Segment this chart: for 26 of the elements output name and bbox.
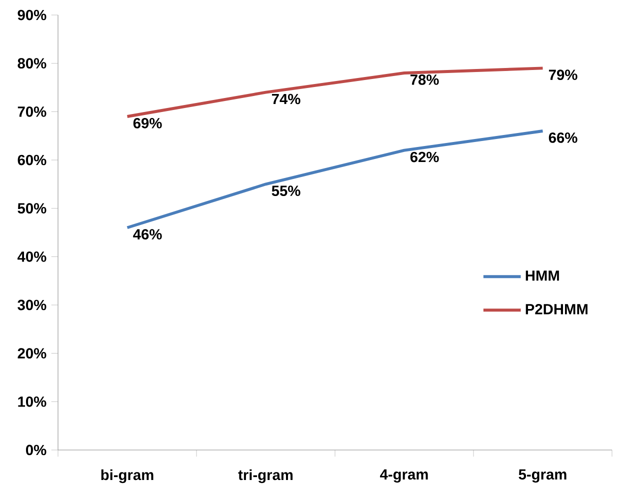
- y-tick-label: 20%: [18, 348, 46, 359]
- data-label: 46%: [133, 229, 162, 240]
- y-tick-label: 50%: [18, 203, 46, 214]
- y-tick-label: 30%: [18, 300, 46, 310]
- data-label: 74%: [272, 94, 300, 104]
- x-tick-label: bi-gram: [101, 469, 154, 484]
- y-tick-label: 40%: [18, 251, 46, 262]
- y-tick-label: 0%: [26, 444, 46, 456]
- line-series: [126, 66, 544, 118]
- y-tick-label: 70%: [18, 106, 46, 117]
- y-tick-label: 60%: [18, 154, 46, 166]
- x-tick-label: 5-gram: [518, 469, 566, 483]
- x-tick-label: tri-gram: [238, 469, 293, 484]
- data-label: 55%: [272, 186, 300, 196]
- y-tick-label: 10%: [18, 396, 46, 407]
- data-label: 66%: [548, 132, 578, 143]
- data-label: 69%: [133, 118, 162, 128]
- line-series: [126, 130, 544, 230]
- data-label: 78%: [410, 74, 439, 85]
- legend-label: HMM: [526, 270, 559, 281]
- y-tick-label: 80%: [18, 58, 46, 69]
- y-tick-label: 90%: [18, 10, 46, 20]
- x-tick-label: 4-gram: [380, 469, 428, 483]
- data-label: 79%: [548, 70, 578, 80]
- legend-label: P2DHMM: [526, 304, 588, 314]
- data-label: 62%: [410, 152, 439, 162]
